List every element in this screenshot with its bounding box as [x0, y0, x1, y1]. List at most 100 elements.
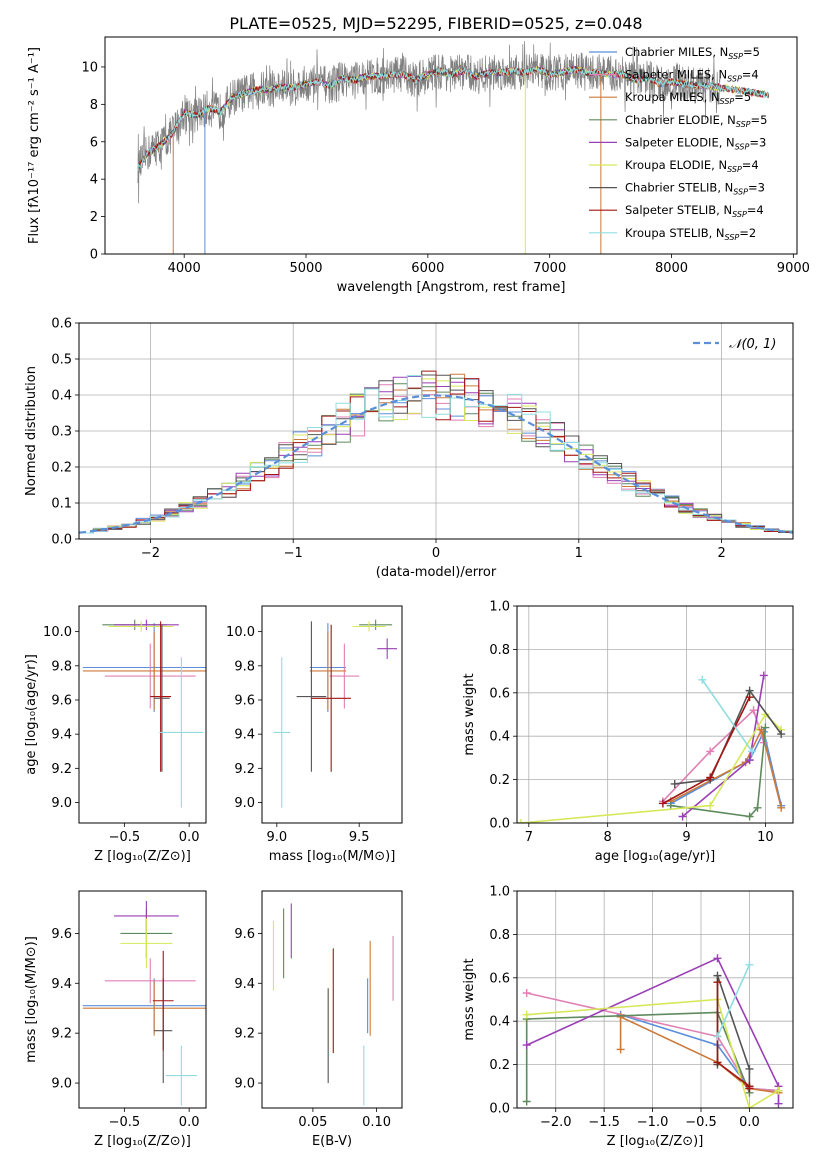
legend-entry-sub: SSP — [736, 120, 751, 129]
y-tick-label: 1.0 — [489, 885, 510, 900]
weight-point-marker — [774, 1099, 783, 1108]
weight-point-marker — [706, 801, 715, 810]
weight-series-line — [716, 964, 751, 1037]
legend-entry: Salpeter MILES, NSSP=4 — [625, 68, 759, 84]
weight-point-marker — [713, 1058, 722, 1067]
legend-entry-tail: =5 — [743, 45, 760, 59]
legend-entry: Kroupa STELIB, NSSP=2 — [625, 226, 756, 242]
y-tick-label: 9.2 — [51, 1027, 72, 1042]
axes-frame — [261, 605, 403, 824]
legend-entry-text: Kroupa MILES, N — [625, 90, 720, 104]
y-tick-label: 0 — [90, 248, 98, 263]
y-tick-label: 9.4 — [234, 728, 255, 743]
x-axis-label: wavelength [Angstrom, rest frame] — [337, 280, 566, 295]
weight-vs-metallicity-panel: −2.0 −1.5 −1.0 −0.5 0.0 0.0 0.2 0.4 0.6 0.8 1.0 Z [… — [462, 885, 794, 1150]
axis-group: 9.0 9.5 9.0 9.2 9.4 9.6 9.8 10.0 mass [log₁₀(M/M… — [226, 625, 395, 864]
y-tick-label: 8 — [90, 98, 98, 113]
weight-point-marker — [713, 978, 722, 987]
y-tick-label: 0.4 — [51, 389, 72, 404]
axes-frame — [78, 605, 207, 824]
axes-frame — [78, 890, 207, 1109]
x-tick-label: 8 — [604, 830, 612, 845]
weight-series-line — [674, 689, 782, 785]
y-tick-label: 0.0 — [489, 1102, 510, 1117]
y-axis-label: Normed distribution — [24, 366, 39, 496]
y-tick-label: 10.0 — [43, 625, 72, 640]
weight-point-marker — [774, 1086, 783, 1095]
x-axis-label: E(B-V) — [312, 1134, 352, 1149]
x-tick-label: 7 — [525, 830, 533, 845]
y-tick-label: 0.4 — [489, 730, 510, 745]
weight-point-marker — [658, 799, 667, 808]
x-tick-label: 9.0 — [266, 830, 287, 845]
legend-entry-sub: SSP — [735, 142, 750, 151]
y-tick-label: 9.4 — [51, 728, 72, 743]
x-tick-label: 4000 — [168, 261, 201, 276]
x-tick-label: 6000 — [411, 261, 444, 276]
legend-entry-text: Salpeter STELIB, N — [625, 203, 732, 217]
weight-vs-age-panel: 7 8 9 10 0.0 0.2 0.4 0.6 0.8 1.0 age [log₁₀(age/yr… — [462, 600, 794, 865]
x-tick-label: −2.0 — [540, 1115, 572, 1130]
weight-point-marker — [749, 706, 758, 715]
y-tick-label: 0.3 — [51, 425, 72, 440]
gaussian-reference-curve — [79, 394, 793, 534]
y-tick-label: 0.1 — [51, 497, 72, 512]
x-axis-label: Z [log₁₀(Z/Z⊙)] — [607, 1134, 704, 1149]
legend-entry-sub: SSP — [727, 75, 742, 84]
weight-series-line — [701, 679, 753, 752]
legend-entry-tail: =5 — [734, 90, 751, 104]
legend-entry: Chabrier ELODIE, NSSP=5 — [625, 113, 767, 129]
y-tick-label: 9.6 — [51, 927, 72, 942]
plot-area — [137, 41, 770, 254]
y-tick-label: 9.2 — [234, 1027, 255, 1042]
y-axis-label: mass [log₁₀(M/M⊙)] — [24, 936, 39, 1063]
weight-point-marker — [666, 801, 675, 810]
histogram-step-line — [79, 375, 793, 534]
histogram-legend: 𝒩(0, 1) — [693, 337, 776, 352]
y-tick-label: 6 — [90, 135, 98, 150]
x-tick-label: 0.0 — [739, 1115, 760, 1130]
y-tick-label: 0.2 — [489, 773, 510, 788]
x-tick-label: 9 — [682, 830, 690, 845]
weight-point-marker — [745, 693, 754, 702]
axis-group: 7 8 9 10 0.0 0.2 0.4 0.6 0.8 1.0 age [log₁₀(age/yr… — [462, 600, 774, 865]
y-tick-label: 9.0 — [51, 796, 72, 811]
y-tick-label: 0.6 — [489, 686, 510, 701]
y-tick-label: 9.6 — [234, 693, 255, 708]
axis-group: −2.0 −1.5 −1.0 −0.5 0.0 0.0 0.2 0.4 0.6 0.8 1.0 Z [… — [462, 885, 760, 1150]
weight-point-marker — [517, 819, 525, 823]
weight-point-marker — [745, 1064, 754, 1073]
x-tick-label: 0.0 — [179, 830, 200, 845]
axis-group: −0.5 0.0 9.0 9.2 9.4 9.6 Z [log₁₀(Z/Z⊙)] mass [… — [24, 927, 199, 1149]
axis-group: −2 −1 0 1 2 0.0 0.1 0.2 0.3 0.4 0.5 0.6 (data-model)… — [24, 317, 726, 581]
legend-entry-sub: SSP — [733, 188, 748, 197]
weight-point-marker — [522, 1010, 531, 1019]
legend-entry-text: Chabrier MILES, N — [625, 45, 728, 59]
axes-frame — [516, 890, 794, 1109]
x-tick-label: −0.5 — [109, 1115, 141, 1130]
weight-point-marker — [678, 812, 687, 821]
y-tick-label: 0.4 — [489, 1015, 510, 1030]
residual-histogram-panel: −2 −1 0 1 2 0.0 0.1 0.2 0.3 0.4 0.5 0.6 (data-model)… — [24, 317, 794, 581]
y-tick-label: 0.5 — [51, 353, 72, 368]
legend-entry: Chabrier MILES, NSSP=5 — [625, 45, 760, 61]
legend-entry: Kroupa ELODIE, NSSP=4 — [625, 158, 759, 174]
y-tick-label: 10 — [81, 60, 98, 75]
plot-area — [272, 903, 394, 1106]
weight-point-marker — [745, 960, 754, 969]
weight-series-line — [716, 982, 751, 1089]
axis-group: 0.05 0.10 9.0 9.2 9.4 9.6 E(B-V) — [234, 927, 391, 1149]
legend-entry-tail: =3 — [749, 135, 766, 149]
weight-point-marker — [745, 756, 754, 765]
x-tick-label: 1 — [575, 546, 583, 561]
x-tick-label: 0 — [432, 546, 440, 561]
weight-point-marker — [747, 747, 756, 756]
x-tick-label: −0.5 — [685, 1115, 717, 1130]
weight-series-line — [620, 1013, 779, 1092]
legend-entry: Chabrier STELIB, NSSP=3 — [625, 181, 765, 197]
legend-entry: Salpeter STELIB, NSSP=4 — [625, 203, 764, 219]
weight-point-marker — [713, 954, 722, 963]
plot-area — [79, 323, 793, 539]
